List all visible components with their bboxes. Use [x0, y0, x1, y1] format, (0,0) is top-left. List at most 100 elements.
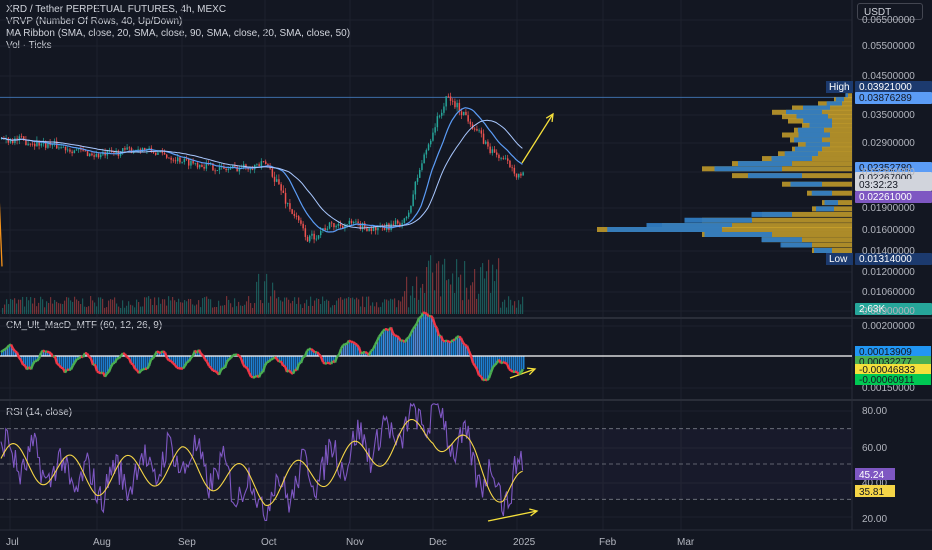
- macd-bar: [413, 329, 415, 356]
- volume-profile-bar: [762, 237, 852, 243]
- macd-bar: [507, 356, 509, 364]
- macd-line-segment: [336, 353, 340, 358]
- macd-bar: [111, 356, 113, 367]
- volume-bar: [182, 302, 184, 314]
- macd-value-label: -0.00046833: [855, 364, 931, 376]
- volume-bar: [436, 263, 438, 314]
- volume-bar: [20, 299, 22, 314]
- macd-bar: [279, 356, 281, 362]
- macd-line-segment: [160, 350, 164, 354]
- macd-bar: [495, 356, 497, 365]
- candle-body: [438, 115, 441, 117]
- volume-bar: [110, 299, 112, 314]
- volume-bar: [358, 299, 360, 314]
- candle-body: [511, 167, 513, 169]
- candle-body: [199, 164, 201, 168]
- volume-bar: [280, 300, 282, 314]
- volume-bar: [36, 306, 38, 314]
- macd-bar: [361, 353, 363, 356]
- macd-bar: [35, 356, 37, 361]
- macd-bar: [95, 356, 97, 365]
- candle-body: [168, 157, 170, 159]
- volume-bar: [480, 267, 482, 314]
- currency-selector[interactable]: USDT: [857, 3, 923, 20]
- macd-line-segment: [204, 358, 208, 363]
- macd-line-segment: [373, 340, 379, 346]
- volume-bar: [342, 299, 344, 314]
- volume-bar: [240, 305, 242, 314]
- volume-bar: [2, 307, 4, 314]
- macd-line-segment: [6, 344, 10, 349]
- volume-bar: [288, 299, 290, 314]
- macd-line-segment: [172, 362, 176, 366]
- price-label-low: Low 0.01314000: [826, 253, 932, 265]
- volume-bar: [60, 303, 62, 314]
- macd-line-segment: [318, 353, 322, 358]
- macd-line-segment: [288, 369, 292, 374]
- macd-bar: [331, 356, 333, 364]
- macd-line-segment: [96, 370, 100, 374]
- rsi-title[interactable]: RSI (14, close): [6, 407, 73, 418]
- macd-line-segment: [290, 371, 294, 375]
- macd-line-segment: [298, 361, 302, 365]
- volume-bar: [120, 307, 122, 314]
- volume-bar: [398, 300, 400, 314]
- macd-line-segment: [367, 350, 373, 356]
- volume-bar: [24, 306, 26, 314]
- macd-line-segment: [472, 362, 476, 367]
- macd-line-segment: [230, 354, 234, 359]
- candle-body: [344, 224, 346, 229]
- macd-line-segment: [428, 314, 432, 318]
- candle-body: [476, 129, 478, 131]
- candle-body: [467, 115, 469, 122]
- macd-bar: [487, 356, 489, 381]
- macd-line-segment: [424, 311, 428, 315]
- volume-bar: [140, 306, 142, 314]
- candle-body: [69, 149, 71, 152]
- price-label-box: [855, 303, 932, 315]
- macd-line-segment: [378, 333, 382, 338]
- macd-bar: [27, 356, 29, 370]
- price-label-value: 2.63K: [859, 304, 885, 315]
- volume-bar: [368, 296, 370, 314]
- macd-bar: [207, 356, 209, 362]
- volume-bar: [402, 296, 404, 314]
- candle-body: [161, 150, 164, 153]
- volume-bar: [216, 306, 218, 314]
- candle-body: [456, 102, 458, 108]
- macd-line-segment: [223, 361, 229, 369]
- volume-bar: [370, 305, 372, 314]
- macd-line-segment: [209, 367, 215, 372]
- candle-body: [152, 151, 155, 153]
- ma-slow-line: [0, 119, 523, 229]
- candle-body: [430, 140, 432, 145]
- macd-value-box: [855, 346, 931, 357]
- volume-bar: [134, 307, 136, 314]
- macd-line-segment: [482, 378, 486, 382]
- volume-bar: [184, 300, 186, 314]
- volume-bar: [148, 296, 150, 314]
- indicator-ma-ribbon[interactable]: MA Ribbon (SMA, close, 20, SMA, close, 9…: [6, 28, 351, 39]
- volume-profile-bar: [798, 132, 830, 138]
- volume-bar: [324, 300, 326, 314]
- macd-line-segment: [459, 337, 465, 344]
- macd-line-segment: [46, 350, 50, 354]
- candle-body: [447, 96, 450, 98]
- macd-line-segment: [48, 351, 52, 355]
- indicator-vrvp[interactable]: VRVP (Number Of Rows, 40, Up/Down): [6, 16, 183, 27]
- macd-bar: [47, 351, 49, 356]
- candle-body: [82, 149, 84, 151]
- volume-bar: [334, 304, 336, 314]
- macd-bar: [409, 337, 411, 356]
- volume-bar: [492, 264, 494, 314]
- volume-bar: [276, 298, 278, 314]
- volume-bar: [486, 271, 488, 314]
- macd-line-segment: [291, 369, 297, 375]
- candle-body: [170, 157, 172, 160]
- macd-line-segment: [166, 357, 170, 362]
- macd-line-segment: [168, 359, 172, 363]
- price-label-value: 0.03921000: [859, 82, 912, 93]
- price-axis-tick: 0.03500000: [862, 110, 915, 121]
- candle-body: [144, 147, 146, 151]
